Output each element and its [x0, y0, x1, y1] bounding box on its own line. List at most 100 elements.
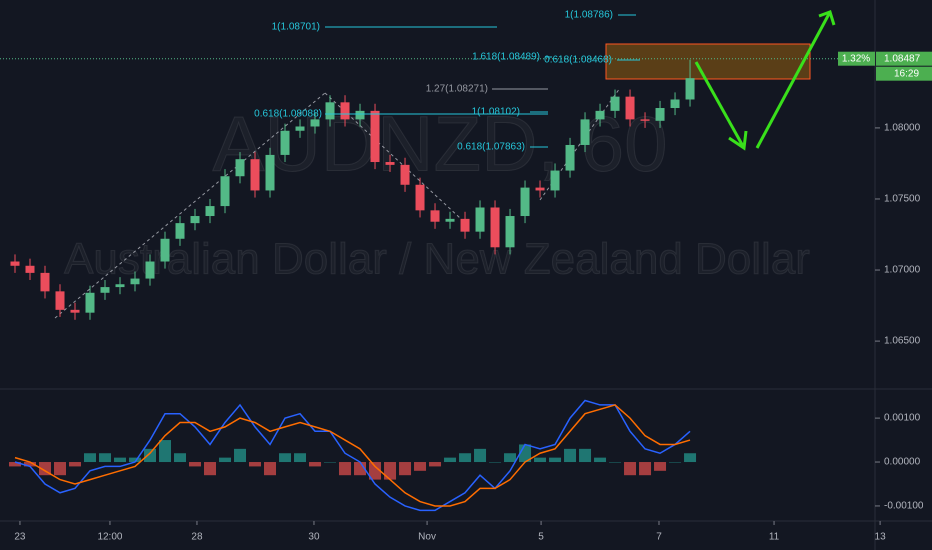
histogram-bar: [504, 453, 517, 463]
histogram-bar: [99, 453, 112, 463]
candle-body: [130, 278, 140, 285]
histogram-bar: [564, 448, 577, 463]
histogram-bar: [84, 453, 97, 463]
candle-body: [250, 159, 260, 191]
projection-arrows: [694, 10, 836, 151]
arrow: [694, 61, 746, 149]
histogram-bar: [279, 453, 292, 463]
histogram-bar: [429, 462, 442, 467]
histogram-bar: [144, 448, 157, 463]
histogram-bar: [309, 462, 322, 467]
candle-body: [85, 292, 95, 313]
histogram-bar: [399, 462, 412, 476]
candle-body: [115, 284, 125, 288]
histogram-bar: [474, 448, 487, 463]
x-tick-label: 13: [875, 532, 887, 543]
candle-body: [430, 210, 440, 222]
fib-level-label: 1(1.08701): [272, 22, 320, 33]
candle-body: [280, 130, 290, 155]
candle-body: [55, 291, 65, 310]
histogram-bar: [489, 462, 502, 463]
candle-body: [625, 96, 635, 120]
candle-body: [25, 265, 35, 273]
trend-line: [54, 92, 326, 319]
histogram-bar: [189, 462, 202, 467]
histogram-bar: [339, 462, 352, 476]
arrow: [755, 11, 832, 149]
x-tick-label: 11: [769, 532, 780, 543]
candle-body: [355, 110, 365, 120]
histogram-bar: [384, 462, 397, 480]
candle-body: [550, 170, 560, 191]
candle-body: [295, 126, 305, 131]
candle-body: [10, 261, 20, 266]
candle-body: [340, 102, 350, 120]
y-tick-label: 1.06500: [884, 336, 921, 347]
histogram-bar: [579, 448, 592, 463]
last-price-label: 1.08487: [884, 53, 921, 64]
fib-level-label: 0.618(1.08088): [254, 109, 322, 120]
histogram-bar: [684, 453, 697, 463]
candle-body: [325, 102, 335, 120]
histogram-bar: [624, 462, 637, 476]
macd-line: [14, 399, 691, 512]
fib-level-label: 1.618(1.08489): [472, 52, 540, 63]
candle-body: [640, 119, 650, 121]
candle-body: [580, 119, 590, 145]
candle-body: [100, 287, 110, 293]
histogram-bar: [324, 462, 337, 463]
candle-body: [535, 187, 545, 191]
candle-body: [370, 110, 380, 163]
candle-body: [490, 207, 500, 248]
histogram-bar: [114, 457, 127, 463]
fib-level-label: 1(1.08102): [472, 107, 520, 118]
histogram-bar: [609, 462, 622, 463]
histogram-bar: [264, 462, 277, 476]
candle-body: [235, 159, 245, 177]
y-tick-label: 0.00100: [884, 413, 921, 424]
candle-body: [205, 206, 215, 217]
candle-body: [655, 108, 665, 121]
histogram-bar: [129, 457, 142, 463]
candle-body: [220, 176, 230, 207]
histogram-bar: [549, 457, 562, 463]
candle-body: [520, 187, 530, 217]
fib-level-label: 1(1.08786): [565, 10, 613, 21]
arrow-head: [728, 130, 748, 151]
candle-body: [565, 144, 575, 171]
candle-body: [70, 309, 80, 313]
y-tick-label: -0.00100: [884, 501, 924, 512]
histogram-bar: [294, 453, 307, 463]
y-tick-label: 1.07000: [884, 265, 921, 276]
y-tick-label: 1.08000: [884, 123, 921, 134]
candle-body: [670, 99, 680, 109]
histogram-bar: [69, 462, 82, 467]
candle-body: [445, 218, 455, 222]
target-zone: [605, 43, 811, 80]
candle-body: [310, 119, 320, 127]
histogram-bar: [369, 462, 382, 480]
candle-body: [175, 223, 185, 239]
x-tick-label: Nov: [418, 532, 436, 543]
candle-body: [145, 261, 155, 279]
histogram-bar: [594, 457, 607, 463]
x-tick-label: 5: [538, 532, 544, 543]
candle-body: [190, 216, 200, 224]
last-price-box: [876, 51, 932, 66]
histogram-bar: [654, 462, 667, 471]
x-tick-label: 12:00: [97, 532, 122, 543]
histogram-bar: [219, 457, 232, 463]
y-tick-label: 1.07500: [884, 194, 921, 205]
candle-body: [460, 218, 470, 232]
histogram-bar: [54, 462, 67, 476]
histogram-bar: [174, 453, 187, 463]
candle-body: [160, 238, 170, 262]
histogram-bar: [159, 440, 172, 463]
change-label: 1.32%: [842, 53, 870, 64]
histogram-bar: [669, 462, 682, 463]
watermark-subtitle: Australian Dollar / New Zealand Dollar: [64, 235, 810, 284]
histogram-bar: [9, 462, 22, 467]
candle-body: [595, 110, 605, 120]
candle-body: [610, 96, 620, 111]
x-tick-label: 23: [14, 532, 26, 543]
